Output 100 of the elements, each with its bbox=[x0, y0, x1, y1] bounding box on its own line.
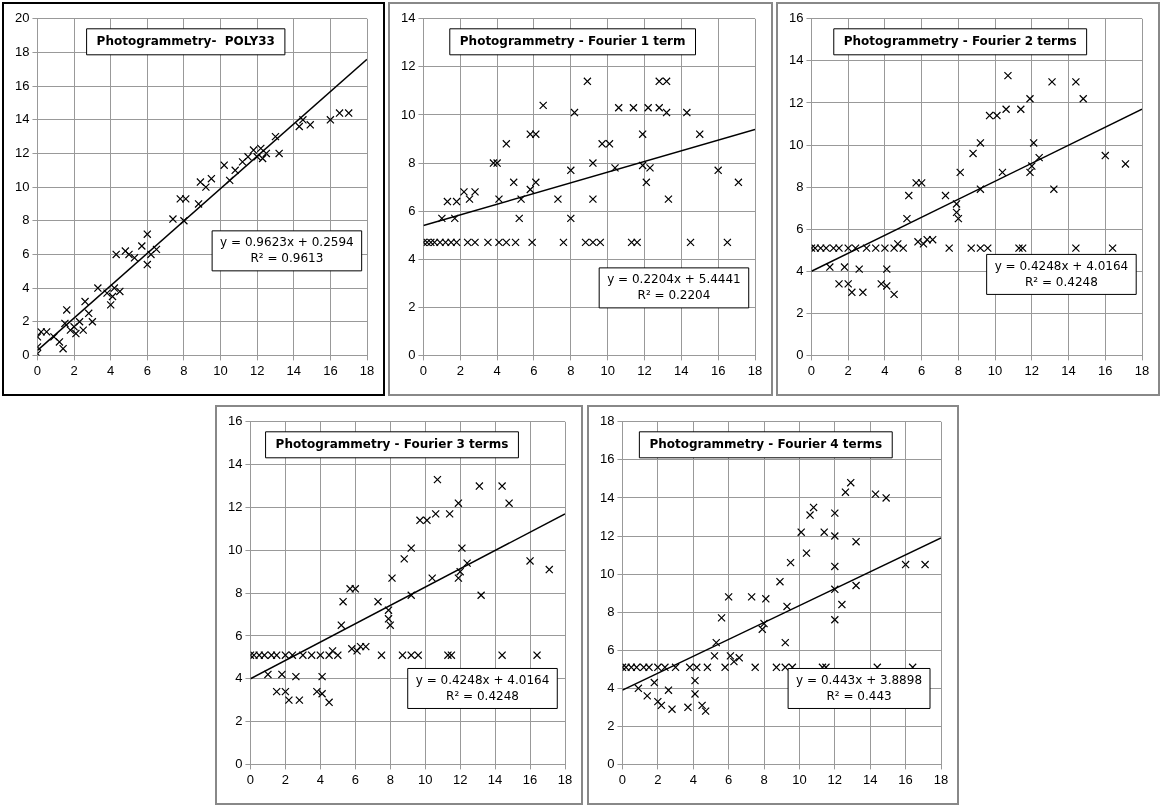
y-tick-label: 16 bbox=[227, 413, 243, 429]
x-tick-label: 4 bbox=[881, 362, 889, 378]
point bbox=[181, 194, 190, 204]
x-tick-label: 12 bbox=[1024, 362, 1040, 378]
point bbox=[238, 157, 247, 166]
annotation: y = 0.4248x + 4.0164 bbox=[994, 258, 1129, 273]
x-tick-label: 16 bbox=[898, 771, 913, 787]
point bbox=[306, 120, 315, 129]
text: Photogrammetry - Fourier 1 term bbox=[459, 33, 686, 48]
y-tick-label: 12 bbox=[400, 58, 416, 74]
point bbox=[295, 122, 304, 131]
y-tick-label: 18 bbox=[599, 413, 615, 429]
y-tick-label: 12 bbox=[14, 145, 30, 161]
annotation: y = 0.443x + 3.8898 bbox=[796, 672, 923, 687]
y-tick-label: 16 bbox=[788, 10, 804, 26]
y-tick-label: 0 bbox=[22, 346, 30, 362]
y-tick-label: 8 bbox=[607, 603, 615, 619]
point bbox=[121, 246, 130, 256]
point bbox=[196, 177, 205, 187]
text: Photogrammetry - Fourier 2 terms bbox=[843, 33, 1077, 48]
point bbox=[194, 199, 203, 209]
y-tick-label: 14 bbox=[599, 489, 615, 505]
text: Photogrammetry - Fourier 4 terms bbox=[649, 436, 883, 451]
point bbox=[37, 327, 46, 336]
y-tick-label: 4 bbox=[796, 262, 804, 278]
point bbox=[243, 152, 253, 161]
x-tick-label: 2 bbox=[654, 771, 662, 787]
x-tick-label: 16 bbox=[1098, 362, 1113, 378]
y-tick-label: 10 bbox=[788, 136, 804, 152]
y-tick-label: 16 bbox=[599, 451, 615, 467]
y-tick-label: 6 bbox=[408, 202, 416, 218]
y-tick-label: 14 bbox=[788, 52, 804, 68]
point bbox=[274, 149, 284, 158]
x-tick-label: 16 bbox=[323, 362, 338, 378]
point bbox=[152, 245, 161, 254]
x-tick-label: 6 bbox=[725, 771, 733, 787]
y-tick-label: 8 bbox=[796, 178, 804, 194]
text: Photogrammetry- POLY33 bbox=[96, 33, 275, 48]
point bbox=[146, 250, 156, 259]
y-tick-label: 14 bbox=[227, 456, 243, 472]
x-tick-label: 8 bbox=[386, 771, 394, 787]
point bbox=[220, 161, 229, 170]
y-tick-label: 2 bbox=[408, 298, 416, 314]
x-tick-label: 12 bbox=[827, 771, 843, 787]
point bbox=[115, 287, 124, 296]
y-tick-label: 0 bbox=[796, 346, 804, 362]
point bbox=[179, 216, 189, 225]
x-tick-label: 14 bbox=[487, 771, 503, 787]
y-tick-label: 18 bbox=[14, 44, 30, 60]
x-tick-label: 0 bbox=[807, 362, 816, 378]
y-tick-label: 4 bbox=[607, 679, 615, 695]
y-tick-label: 8 bbox=[408, 154, 416, 170]
x-tick-label: 10 bbox=[213, 362, 228, 378]
point bbox=[143, 230, 152, 239]
x-tick-label: 4 bbox=[493, 362, 501, 378]
annotation: R² = 0.4248 bbox=[446, 688, 519, 703]
y-tick-label: 8 bbox=[235, 584, 243, 600]
x-tick-label: 18 bbox=[557, 771, 573, 787]
point bbox=[298, 115, 308, 124]
point bbox=[124, 250, 134, 259]
x-tick-label: 2 bbox=[456, 362, 464, 378]
point bbox=[80, 297, 90, 306]
x-tick-label: 0 bbox=[419, 362, 428, 378]
x-tick-label: 12 bbox=[249, 362, 265, 378]
annotation: R² = 0.443 bbox=[826, 688, 892, 703]
point bbox=[344, 108, 353, 118]
x-tick-label: 4 bbox=[107, 362, 115, 378]
x-tick-label: 16 bbox=[710, 362, 726, 378]
annotation: y = 0.9623x + 0.2594 bbox=[220, 234, 354, 249]
x-tick-label: 2 bbox=[70, 362, 78, 378]
x-tick-label: 6 bbox=[918, 362, 926, 378]
point bbox=[58, 344, 68, 353]
y-tick-label: 16 bbox=[14, 77, 30, 93]
point bbox=[253, 152, 262, 161]
y-tick-label: 8 bbox=[22, 212, 30, 228]
point bbox=[49, 332, 59, 342]
x-tick-label: 8 bbox=[180, 362, 188, 378]
annotation: R² = 0.9613 bbox=[250, 250, 324, 265]
point bbox=[88, 317, 97, 326]
point bbox=[258, 154, 267, 163]
y-tick-label: 0 bbox=[408, 346, 416, 362]
x-tick-label: 4 bbox=[689, 771, 697, 787]
y-tick-label: 10 bbox=[14, 178, 30, 194]
x-tick-label: 14 bbox=[1061, 362, 1076, 378]
point bbox=[225, 176, 234, 185]
x-tick-label: 18 bbox=[359, 362, 375, 378]
y-tick-label: 4 bbox=[408, 250, 416, 266]
y-tick-label: 14 bbox=[14, 111, 30, 127]
point bbox=[55, 337, 64, 347]
x-tick-label: 14 bbox=[862, 771, 878, 787]
x-tick-label: 12 bbox=[452, 771, 468, 787]
x-tick-label: 8 bbox=[760, 771, 768, 787]
y-tick-label: 2 bbox=[22, 313, 30, 329]
y-tick-label: 4 bbox=[235, 670, 243, 686]
y-tick-label: 12 bbox=[599, 527, 615, 543]
y-tick-label: 10 bbox=[400, 106, 416, 122]
x-tick-label: 6 bbox=[530, 362, 538, 378]
x-tick-label: 16 bbox=[522, 771, 538, 787]
point bbox=[62, 305, 71, 315]
y-tick-label: 10 bbox=[227, 541, 243, 557]
